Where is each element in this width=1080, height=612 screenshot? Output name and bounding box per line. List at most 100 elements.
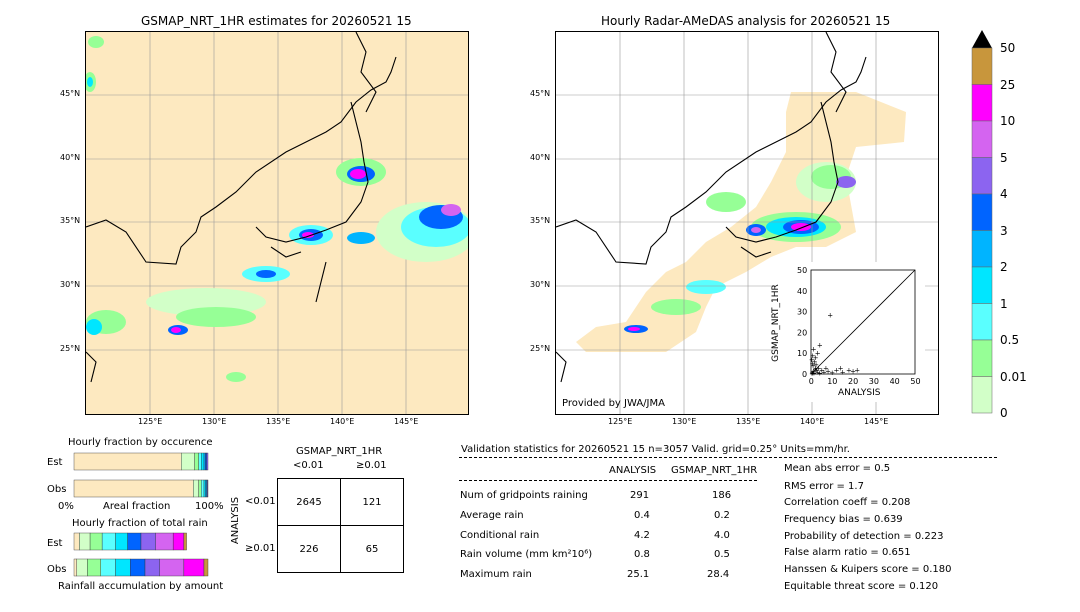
val-row-gsmap: 0.2	[714, 510, 730, 521]
stacked-bar-segment	[198, 452, 202, 471]
stacked-bar-segment	[73, 558, 77, 577]
val-header: Validation statistics for 20260521 15 n=…	[461, 444, 850, 455]
colorbar-segment	[971, 47, 993, 85]
val-dashed-line	[459, 457, 997, 458]
left-lon-125: 125°E	[138, 417, 163, 426]
scatter-point: +	[850, 367, 856, 375]
stacked-bar-segment	[101, 532, 116, 551]
scatter-point: +	[812, 358, 818, 366]
scatter-y-tick: 10	[797, 349, 807, 358]
scatter-point: +	[815, 368, 821, 376]
colorbar-label: 0.5	[1000, 333, 1020, 347]
colorbar-segment	[971, 157, 993, 195]
stacked-bar-segment	[198, 479, 202, 498]
scatter-point: +	[817, 369, 823, 377]
right-coastlines	[556, 32, 867, 383]
rain-label-obs: Obs	[47, 564, 67, 575]
stacked-bar-segment	[203, 452, 206, 471]
right-lat-30: 30°N	[530, 280, 551, 289]
scatter-point: +	[810, 362, 816, 370]
ct-title: GSMAP_NRT_1HR	[296, 446, 383, 457]
colorbar-segment	[971, 84, 993, 122]
scatter-xlabel: ANALYSIS	[838, 388, 881, 398]
scatter-point: +	[809, 356, 815, 364]
occurrence-bars	[73, 452, 209, 498]
scatter-x-tick: 10	[827, 377, 837, 386]
scatter-point: +	[811, 370, 817, 378]
colorbar-segment	[971, 376, 993, 414]
val-col-gsmap: GSMAP_NRT_1HR	[671, 465, 758, 476]
scatter-y-tick: 20	[797, 328, 807, 337]
val-row-label: Rain volume (mm km²10⁶)	[460, 549, 593, 560]
scatter-inset: + + + + + + + + + + + + + + + + + + + + + + + + + + + + + + + + 0 10 20 30…	[771, 262, 925, 402]
scatter-point: +	[817, 341, 823, 349]
val-row-analysis: 25.1	[627, 569, 650, 580]
stacked-bar-segment	[89, 532, 103, 551]
score: Mean abs error = 0.5	[784, 463, 891, 474]
ct-cell: 121	[340, 478, 404, 526]
scatter-point: +	[810, 369, 816, 377]
left-map-title: GSMAP_NRT_1HR estimates for 20260521 15	[141, 14, 412, 28]
left-lon-145: 145°E	[394, 417, 419, 426]
val-row-analysis: 291	[630, 490, 650, 501]
scatter-point: +	[833, 366, 839, 374]
colorbar	[970, 30, 994, 414]
stacked-bar-segment	[155, 532, 174, 551]
stacked-bar-segment	[194, 452, 199, 471]
left-lat-30: 30°N	[60, 280, 81, 289]
scatter-point: +	[810, 352, 816, 360]
val-row-gsmap: 186	[712, 490, 732, 501]
occ-label-obs: Obs	[47, 484, 67, 495]
ct-row-axis: ANALYSIS	[230, 496, 242, 545]
scatter-point: +	[821, 368, 827, 376]
left-coastlines	[86, 32, 397, 383]
stacked-bar-segment	[201, 479, 205, 498]
scatter-x-tick: 20	[848, 377, 858, 386]
scatter-y-tick: 40	[797, 287, 807, 296]
stacked-bar-segment	[203, 479, 206, 498]
left-map	[85, 31, 469, 415]
scatter-x-tick: 30	[869, 377, 879, 386]
stacked-bar-segment	[183, 558, 205, 577]
scatter-y-tick: 0	[802, 370, 807, 379]
ct-col-1: ≥0.01	[356, 460, 387, 471]
left-lon-135: 135°E	[266, 417, 291, 426]
occ-title: Hourly fraction by occurence	[68, 437, 213, 448]
scatter-point: +	[838, 364, 844, 372]
occ-label-est: Est	[47, 457, 63, 468]
scatter-point: +	[813, 364, 819, 372]
stacked-bar-segment	[206, 452, 209, 471]
left-lat-35: 35°N	[60, 216, 81, 225]
scatter-point: +	[815, 350, 821, 358]
scatter-x-tick: 50	[910, 377, 920, 386]
rain-fraction-bars	[73, 532, 209, 577]
scatter-point: +	[823, 364, 829, 372]
left-lon-130: 130°E	[202, 417, 227, 426]
stacked-bar-segment	[144, 558, 160, 577]
rain-xlabel: Rainfall accumulation by amount	[58, 581, 224, 592]
score: Hanssen & Kuipers score = 0.180	[784, 564, 952, 575]
right-lon-140: 140°E	[800, 417, 825, 426]
score: Probability of detection = 0.223	[784, 531, 944, 542]
scatter-point: +	[846, 366, 852, 374]
scatter-point: +	[809, 370, 815, 378]
scatter-point: +	[812, 366, 818, 374]
colorbar-segment	[971, 120, 993, 158]
left-lon-140: 140°E	[330, 417, 355, 426]
scatter-y-tick: 50	[797, 266, 807, 275]
ct-col-0: <0.01	[293, 460, 324, 471]
rain-title: Hourly fraction of total rain	[72, 518, 208, 529]
scatter-point: +	[813, 361, 819, 369]
colorbar-segment	[971, 193, 993, 231]
val-row-label: Conditional rain	[460, 530, 540, 541]
colorbar-label: 10	[1000, 114, 1016, 128]
right-lat-25: 25°N	[530, 344, 551, 353]
val-table-line	[459, 480, 757, 481]
colorbar-label: 1	[1000, 296, 1008, 311]
scatter-ylabel: GSMAP_NRT_1HR	[770, 284, 781, 362]
colorbar-label: 50	[1000, 41, 1016, 55]
val-row-analysis: 0.4	[634, 510, 650, 521]
scatter-point: +	[840, 368, 846, 376]
stacked-bar-segment	[201, 452, 205, 471]
stacked-bar-segment	[115, 532, 128, 551]
